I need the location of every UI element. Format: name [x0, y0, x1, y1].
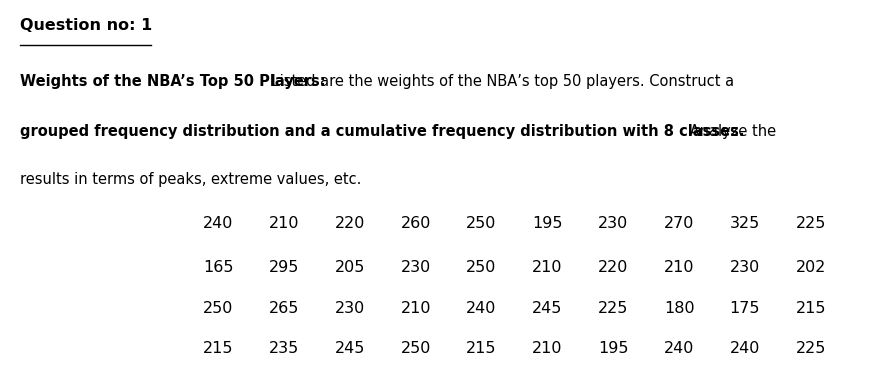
Text: 225: 225: [796, 216, 826, 231]
Text: 230: 230: [400, 260, 431, 275]
Text: 225: 225: [796, 341, 826, 356]
Text: 215: 215: [796, 301, 826, 316]
Text: results in terms of peaks, extreme values, etc.: results in terms of peaks, extreme value…: [20, 172, 361, 187]
Text: 215: 215: [466, 341, 497, 356]
Text: 265: 265: [269, 301, 299, 316]
Text: 250: 250: [466, 216, 497, 231]
Text: 270: 270: [664, 216, 694, 231]
Text: Analyze the: Analyze the: [685, 124, 776, 139]
Text: 175: 175: [730, 301, 760, 316]
Text: 220: 220: [335, 216, 365, 231]
Text: 165: 165: [203, 260, 233, 275]
Text: 245: 245: [532, 301, 562, 316]
Text: 230: 230: [335, 301, 365, 316]
Text: 240: 240: [664, 341, 694, 356]
Text: 230: 230: [598, 216, 628, 231]
Text: Weights of the NBA’s Top 50 Players:: Weights of the NBA’s Top 50 Players:: [20, 74, 325, 89]
Text: 210: 210: [532, 341, 562, 356]
Text: 210: 210: [400, 301, 431, 316]
Text: 210: 210: [532, 260, 562, 275]
Text: 215: 215: [203, 341, 233, 356]
Text: 210: 210: [269, 216, 299, 231]
Text: Question no: 1: Question no: 1: [0, 368, 1, 369]
Text: 195: 195: [532, 216, 562, 231]
Text: 202: 202: [796, 260, 826, 275]
Text: 245: 245: [335, 341, 365, 356]
Text: 250: 250: [466, 260, 497, 275]
Text: 225: 225: [598, 301, 628, 316]
Text: 250: 250: [400, 341, 431, 356]
Text: 250: 250: [203, 301, 233, 316]
Text: 195: 195: [598, 341, 628, 356]
Text: 260: 260: [400, 216, 431, 231]
Text: 210: 210: [664, 260, 694, 275]
Text: 180: 180: [664, 301, 694, 316]
Text: 230: 230: [730, 260, 760, 275]
Text: 240: 240: [466, 301, 497, 316]
Text: Question no: 1: Question no: 1: [20, 18, 152, 34]
Text: Listed are the weights of the NBA’s top 50 players. Construct a: Listed are the weights of the NBA’s top …: [267, 74, 734, 89]
Text: 325: 325: [730, 216, 760, 231]
Text: grouped frequency distribution and a cumulative frequency distribution with 8 cl: grouped frequency distribution and a cum…: [20, 124, 744, 139]
Text: 235: 235: [269, 341, 299, 356]
Text: 240: 240: [730, 341, 760, 356]
Text: 240: 240: [203, 216, 233, 231]
Text: 220: 220: [598, 260, 628, 275]
Text: 205: 205: [335, 260, 365, 275]
Text: 295: 295: [269, 260, 299, 275]
